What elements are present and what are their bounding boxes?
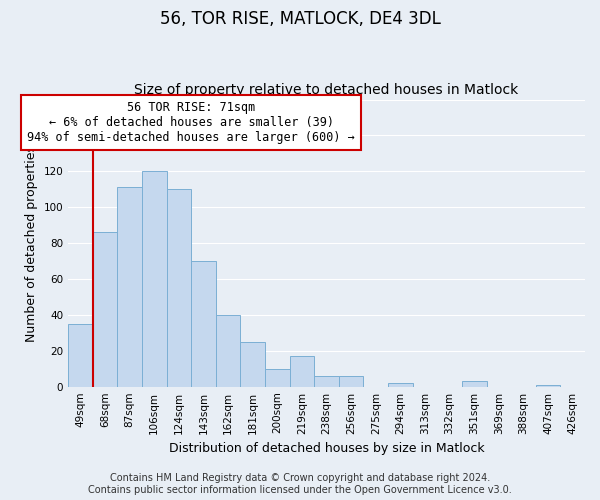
Bar: [167, 190, 191, 386]
Bar: [462, 382, 487, 386]
Bar: [216, 315, 241, 386]
Text: 56 TOR RISE: 71sqm
← 6% of detached houses are smaller (39)
94% of semi-detached: 56 TOR RISE: 71sqm ← 6% of detached hous…: [28, 102, 355, 144]
Bar: [191, 261, 216, 386]
Bar: [314, 376, 339, 386]
Bar: [388, 383, 413, 386]
Bar: [118, 188, 142, 386]
Bar: [265, 368, 290, 386]
Text: Contains HM Land Registry data © Crown copyright and database right 2024.
Contai: Contains HM Land Registry data © Crown c…: [88, 474, 512, 495]
Bar: [536, 385, 560, 386]
Bar: [241, 342, 265, 386]
Y-axis label: Number of detached properties: Number of detached properties: [25, 144, 38, 342]
Bar: [93, 232, 118, 386]
Bar: [142, 172, 167, 386]
X-axis label: Distribution of detached houses by size in Matlock: Distribution of detached houses by size …: [169, 442, 484, 455]
Text: 56, TOR RISE, MATLOCK, DE4 3DL: 56, TOR RISE, MATLOCK, DE4 3DL: [160, 10, 440, 28]
Bar: [68, 324, 93, 386]
Title: Size of property relative to detached houses in Matlock: Size of property relative to detached ho…: [134, 83, 519, 97]
Bar: [339, 376, 364, 386]
Bar: [290, 356, 314, 386]
